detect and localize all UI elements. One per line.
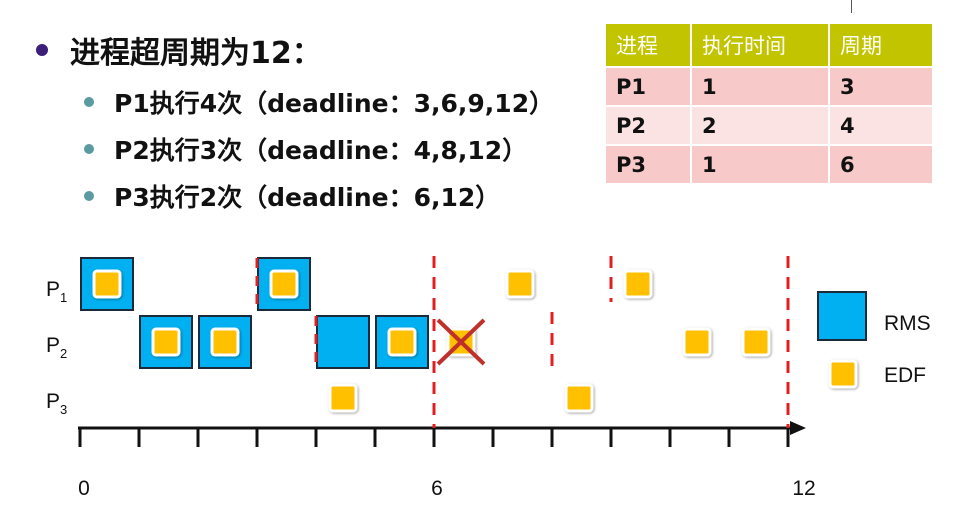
table-header-cell: 周期	[829, 24, 934, 67]
process-label-p2: P2	[46, 334, 67, 361]
edf-block	[269, 269, 299, 299]
axis-label-12: 12	[792, 477, 815, 500]
process-table: 进程 执行时间 周期 P1 1 3 P2 2 4 P3 1 6	[606, 24, 934, 183]
edf-block	[92, 269, 122, 299]
edf-block	[210, 327, 240, 357]
edf-block	[741, 327, 771, 357]
table-cell: 2	[691, 105, 830, 145]
edf-block	[151, 327, 181, 357]
legend-rms-swatch	[817, 291, 867, 341]
legend-rms-label: RMS	[884, 312, 931, 335]
axis-arrow-icon	[790, 421, 806, 435]
table-header-row: 进程 执行时间 周期	[606, 24, 934, 67]
axis-label-6: 6	[431, 477, 443, 500]
corner-tick	[851, 0, 852, 13]
table-header-cell: 执行时间	[691, 24, 830, 67]
edf-block	[505, 269, 535, 299]
main-bullet-text: 进程超周期为12：	[70, 36, 322, 71]
table-cell: 6	[829, 144, 934, 183]
table-cell: P2	[606, 105, 692, 145]
sub-bullet-p2: P2执行3次（deadline：4,8,12）	[84, 125, 554, 172]
table-cell: P1	[606, 66, 692, 106]
edf-block	[328, 383, 358, 413]
bullet-dot-icon	[36, 44, 48, 56]
bullet-dot-icon	[84, 143, 94, 154]
sub-bullet-text: P2执行3次（deadline：4,8,12）	[114, 135, 528, 165]
process-label-p1: P1	[46, 278, 67, 305]
legend-edf-swatch	[828, 359, 858, 389]
edf-block	[387, 327, 417, 357]
bullet-dot-icon	[84, 190, 94, 201]
rms-block	[316, 315, 370, 369]
sub-bullet-text: P3执行2次（deadline：6,12）	[114, 182, 501, 212]
legend-edf-label: EDF	[884, 364, 926, 387]
table-cell: 1	[691, 66, 830, 106]
table-cell: 4	[829, 105, 934, 145]
bullet-list: 进程超周期为12： P1执行4次（deadline：3,6,9,12） P2执行…	[36, 28, 554, 219]
main-bullet: 进程超周期为12：	[36, 28, 554, 72]
table-header-cell: 进程	[606, 24, 692, 67]
table-cell: 1	[691, 144, 830, 183]
edf-block	[564, 383, 594, 413]
sub-bullet-text: P1执行4次（deadline：3,6,9,12）	[114, 88, 555, 118]
table-cell: 3	[829, 66, 934, 106]
table-row: P3 1 6	[606, 144, 934, 183]
sub-bullet-p1: P1执行4次（deadline：3,6,9,12）	[84, 78, 554, 125]
sub-bullet-p3: P3执行2次（deadline：6,12）	[84, 172, 554, 219]
edf-block	[623, 269, 653, 299]
table-row: P1 1 3	[606, 66, 934, 106]
deadline-miss-icon	[436, 318, 486, 366]
sub-bullet-list: P1执行4次（deadline：3,6,9,12） P2执行3次（deadlin…	[84, 78, 554, 219]
process-label-p3: P3	[46, 390, 67, 417]
edf-block	[682, 327, 712, 357]
bullet-dot-icon	[84, 96, 94, 107]
table-row: P2 2 4	[606, 105, 934, 145]
axis-label-0: 0	[78, 477, 90, 500]
table-cell: P3	[606, 144, 692, 183]
